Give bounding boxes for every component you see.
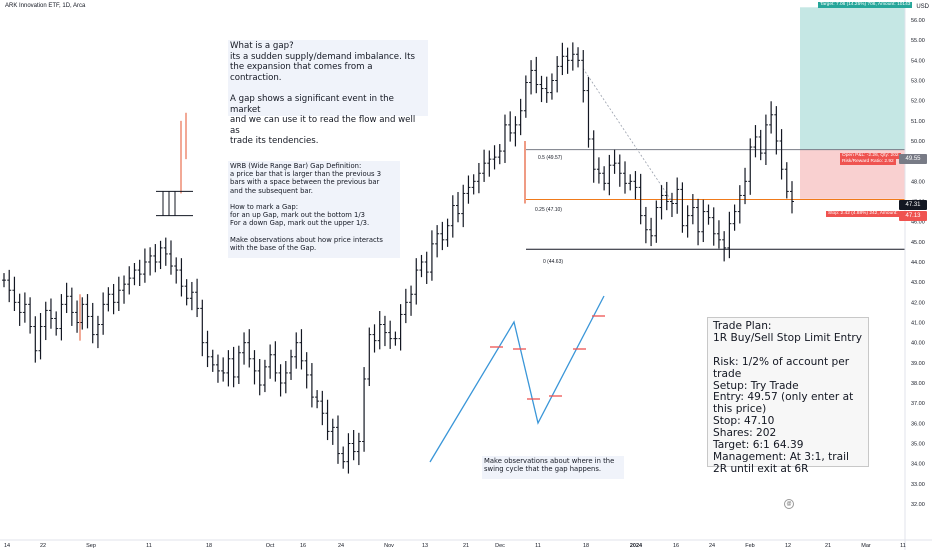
time-tick-label: 11 [535,543,541,549]
price-tick-label: 43.00 [911,280,925,286]
price-tick-label: 55.00 [911,38,925,44]
price-tick-label: 39.00 [911,361,925,367]
time-tick-label: 24 [709,543,715,549]
price-tick-label: 50.00 [911,139,925,145]
time-tick-label: 14 [4,543,10,549]
gap-definition-note[interactable]: What is a gap? its a sudden supply/deman… [228,40,428,146]
swing-cycle-note[interactable]: Make observations about where in the swi… [482,456,624,479]
time-tick-label: Feb [745,543,754,549]
price-tick-label: 44.00 [911,260,925,266]
entry-price-label: 49.55 [899,154,927,164]
wrb-definition-note[interactable]: WRB (Wide Range Bar) Gap Definition: a p… [228,161,400,258]
stop-label[interactable]: Stop: 2.42 (4.88%) 242, Amount: 9900 [826,211,912,217]
time-tick-label: 21 [825,543,831,549]
price-tick-label: 51.00 [911,119,925,125]
price-tick-label: 52.00 [911,99,925,105]
trend-dashed-line [582,68,673,202]
price-tick-label: 42.00 [911,300,925,306]
last-price-label: 47.31 [899,200,927,210]
price-tick-label: 35.00 [911,442,925,448]
swing-cycle-line [429,295,605,463]
currency-label: USD [916,4,929,10]
risk-reward-label[interactable]: Risk/Reward Ratio: 2.92 [840,159,896,165]
time-tick-label: 2024 [630,543,643,549]
price-tick-label: 54.00 [911,58,925,64]
price-tick-label: 56.00 [911,18,925,24]
symbol-title[interactable]: ARK Innovation ETF, 1D, Arca [5,3,86,9]
time-tick-label: Dec [495,543,505,549]
price-tick-label: 53.00 [911,79,925,85]
price-tick-label: 46.00 [911,220,925,226]
time-tick-label: 18 [206,543,212,549]
target-zone [800,7,905,150]
tradingview-logo-icon[interactable]: @ [784,499,794,509]
time-tick-label: 18 [583,543,589,549]
ohlc-bars [2,42,794,474]
open-pnl-label[interactable]: Open P&L: -2.26, Qty: 202 [840,153,901,159]
price-tick-label: 33.00 [911,482,925,488]
time-tick-label: 11 [146,543,152,549]
fib-level-025: 0.25 (47.10) [535,207,562,213]
time-tick-label: 12 [785,543,791,549]
stop-price-label: 47.13 [899,211,927,221]
time-tick-label: Mar [861,543,871,549]
trade-plan-note[interactable]: Trade Plan: 1R Buy/Sell Stop Limit Entry… [707,317,869,475]
price-tick-label: 40.00 [911,341,925,347]
price-tick-label: 36.00 [911,421,925,427]
time-tick-label: 22 [40,543,46,549]
time-tick-label: 24 [338,543,344,549]
time-tick-label: 16 [673,543,679,549]
price-tick-label: 38.00 [911,381,925,387]
price-tick-label: 48.00 [911,179,925,185]
fib-level-0: 0 (44.63) [543,259,564,265]
time-tick-label: Nov [384,543,394,549]
time-tick-label: 16 [300,543,306,549]
price-tick-label: 37.00 [911,401,925,407]
time-tick-label: 13 [422,543,428,549]
time-tick-label: Oct [266,543,275,549]
price-tick-label: 41.00 [911,321,925,327]
price-tick-label: 34.00 [911,462,925,468]
fib-level-05: 0.5 (49.57) [538,155,563,161]
time-tick-label: 11 [900,543,906,549]
target-label[interactable]: Target: 7.06 (14.25%) 706, Amount: 10143 [818,2,913,8]
time-tick-label: 21 [463,543,469,549]
price-tick-label: 32.00 [911,502,925,508]
time-tick-label: Sep [86,543,96,549]
price-tick-label: 45.00 [911,240,925,246]
